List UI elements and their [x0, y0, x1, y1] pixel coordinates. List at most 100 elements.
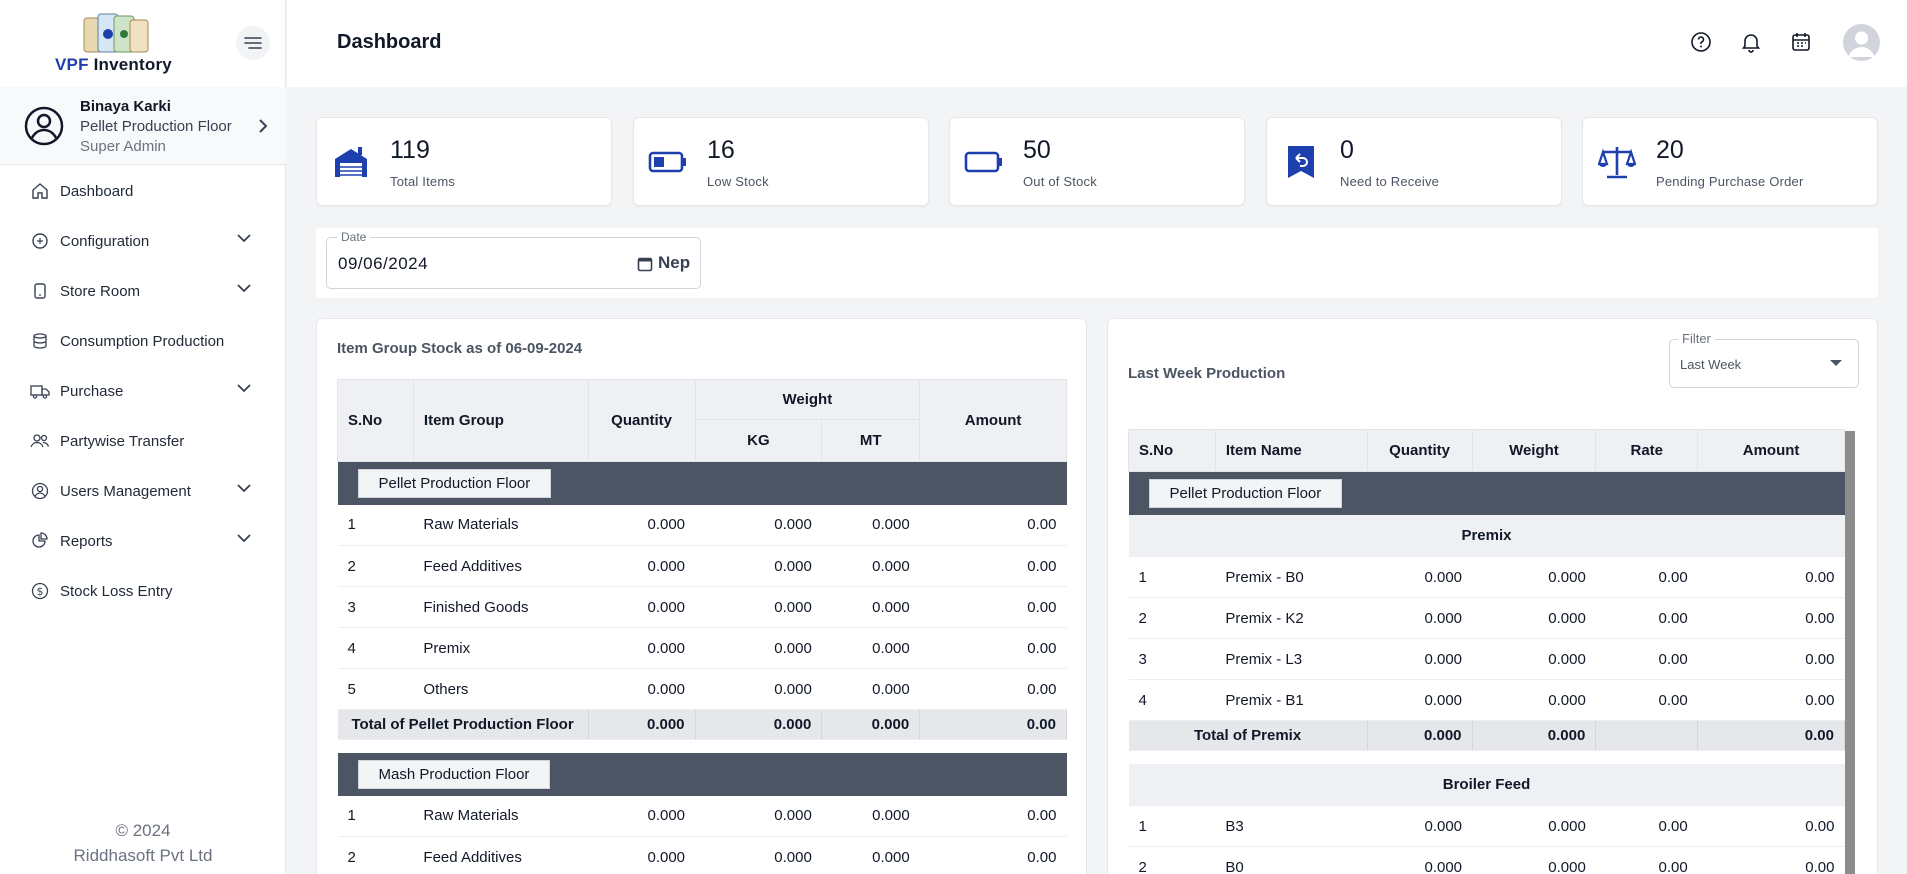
item-group-link[interactable]: Others	[413, 668, 589, 710]
calendar-icon[interactable]	[637, 256, 653, 272]
sidebar-item-reports[interactable]: Reports	[0, 516, 286, 566]
sidebar-item-users-management[interactable]: Users Management	[0, 466, 286, 516]
cell-amount: 0.00	[1697, 556, 1845, 598]
brand-suffix: Inventory	[93, 55, 172, 74]
stat-card-out-of-stock[interactable]: 50 Out of Stock	[949, 117, 1245, 206]
period-filter-select[interactable]: Filter Last Week	[1669, 331, 1859, 388]
sidebar-item-store-room[interactable]: Store Room	[0, 266, 286, 316]
calendar-button[interactable]	[1788, 29, 1814, 55]
calendar-type-toggle[interactable]: Nep	[658, 253, 691, 272]
table-row: 3 Finished Goods 0.000 0.000 0.000 0.00	[337, 586, 1067, 628]
last-week-production-panel: Last Week Production Filter Last Week S.…	[1107, 318, 1878, 874]
date-label: Date	[337, 230, 371, 244]
section-row: Pellet Production Floor	[337, 461, 1067, 505]
cell-mt: 0.000	[821, 586, 920, 628]
cell-kg: 0.000	[695, 627, 822, 669]
sidebar-item-label: Consumption Production	[60, 332, 225, 350]
cell-amount: 0.00	[1697, 679, 1845, 721]
table-scrollbar[interactable]	[1845, 431, 1855, 874]
item-group-stock-panel: Item Group Stock as of 06-09-2024 S.No I…	[316, 318, 1087, 874]
dollar-icon: $	[30, 581, 50, 601]
user-circle-icon	[30, 481, 50, 501]
sidebar-item-consumption-production[interactable]: Consumption Production	[0, 316, 286, 366]
cell-kg: 0.000	[695, 795, 822, 837]
stat-value: 20	[1656, 136, 1684, 164]
table-row: 3 Premix - L3 0.000 0.000 0.00 0.00	[1128, 638, 1845, 680]
users-icon	[30, 431, 50, 451]
stat-label: Need to Receive	[1340, 174, 1440, 189]
help-button[interactable]	[1688, 29, 1714, 55]
profile-floor: Pellet Production Floor	[80, 118, 232, 135]
item-group-link[interactable]: Raw Materials	[413, 504, 589, 546]
sidebar-item-label: Stock Loss Entry	[60, 582, 173, 600]
cell-weight: 0.000	[1472, 679, 1596, 721]
cell-sno: 5	[337, 668, 414, 710]
col-item-name: Item Name	[1214, 429, 1368, 472]
col-sno: S.No	[337, 379, 414, 462]
notifications-button[interactable]	[1738, 29, 1764, 55]
sidebar-item-stock-loss-entry[interactable]: $ Stock Loss Entry	[0, 566, 286, 616]
cell-quantity: 0.000	[1367, 679, 1473, 721]
stat-card-need-to-receive[interactable]: 0 Need to Receive	[1266, 117, 1562, 206]
sidebar-item-configuration[interactable]: Configuration	[0, 216, 286, 266]
cell-mt: 0.000	[821, 504, 920, 546]
cell-sno: 1	[337, 795, 414, 837]
cell-weight: 0.000	[1472, 556, 1596, 598]
section-row: Mash Production Floor	[337, 752, 1067, 796]
menu-toggle-button[interactable]	[236, 26, 270, 60]
cell-quantity: 0.000	[588, 627, 696, 669]
cell-rate: 0.00	[1595, 846, 1698, 874]
user-avatar-icon	[1848, 31, 1875, 57]
item-group-link[interactable]: Feed Additives	[413, 545, 589, 587]
sidebar-item-partywise-transfer[interactable]: Partywise Transfer	[0, 416, 286, 466]
total-quantity: 0.000	[588, 709, 696, 740]
cell-sno: 4	[337, 627, 414, 669]
header-avatar[interactable]	[1843, 24, 1880, 61]
table-row: 2 Feed Additives 0.000 0.000 0.000 0.00	[337, 545, 1067, 587]
sidebar-footer: © 2024 Riddhasoft Pvt Ltd	[0, 818, 286, 868]
group-label: Broiler Feed	[1128, 763, 1845, 806]
item-group-link[interactable]: Raw Materials	[413, 795, 589, 837]
sidebar-item-purchase[interactable]: Purchase	[0, 366, 286, 416]
battery-low-icon	[648, 142, 688, 182]
cell-kg: 0.000	[695, 545, 822, 587]
item-group-link[interactable]: Finished Goods	[413, 586, 589, 628]
cell-amount: 0.00	[919, 545, 1067, 587]
cell-quantity: 0.000	[588, 836, 696, 874]
cell-amount: 0.00	[919, 795, 1067, 837]
cell-amount: 0.00	[919, 586, 1067, 628]
cell-sno: 2	[1128, 597, 1216, 639]
item-group-link[interactable]: Feed Additives	[413, 836, 589, 874]
date-input[interactable]: Date 09/06/2024 Nep	[326, 230, 701, 289]
sidebar-item-dashboard[interactable]: Dashboard	[0, 166, 286, 216]
user-avatar-icon	[24, 106, 64, 146]
table-row: 1 Raw Materials 0.000 0.000 0.000 0.00	[337, 504, 1067, 546]
cell-amount: 0.00	[1697, 805, 1845, 847]
cell-quantity: 0.000	[588, 795, 696, 837]
cell-sno: 1	[1128, 556, 1216, 598]
stat-card-pending-purchase-order[interactable]: 20 Pending Purchase Order	[1582, 117, 1878, 206]
stat-label: Out of Stock	[1023, 174, 1097, 189]
sidebar-item-label: Configuration	[60, 232, 150, 250]
stat-value: 16	[707, 136, 735, 164]
pie-chart-icon	[30, 531, 50, 551]
table-row: 1 Premix - B0 0.000 0.000 0.00 0.00	[1128, 556, 1845, 598]
cell-amount: 0.00	[919, 627, 1067, 669]
cell-mt: 0.000	[821, 627, 920, 669]
stat-card-total-items[interactable]: 119 Total Items	[316, 117, 612, 206]
item-group-link[interactable]: Premix	[413, 627, 589, 669]
table-row: 2 Feed Additives 0.000 0.000 0.000 0.00	[337, 836, 1067, 874]
col-amount: Amount	[1697, 429, 1845, 472]
cell-sno: 1	[337, 504, 414, 546]
logo-icon	[83, 13, 149, 53]
table-row: 4 Premix - B1 0.000 0.000 0.00 0.00	[1128, 679, 1845, 721]
caret-down-icon	[1830, 360, 1842, 366]
cell-quantity: 0.000	[588, 545, 696, 587]
cell-quantity: 0.000	[588, 586, 696, 628]
cell-quantity: 0.000	[588, 504, 696, 546]
stat-card-low-stock[interactable]: 16 Low Stock	[633, 117, 929, 206]
chevron-down-icon	[237, 384, 251, 393]
bell-icon	[1741, 34, 1761, 53]
cell-mt: 0.000	[821, 668, 920, 710]
profile-card[interactable]: Binaya Karki Pellet Production Floor Sup…	[0, 87, 286, 165]
